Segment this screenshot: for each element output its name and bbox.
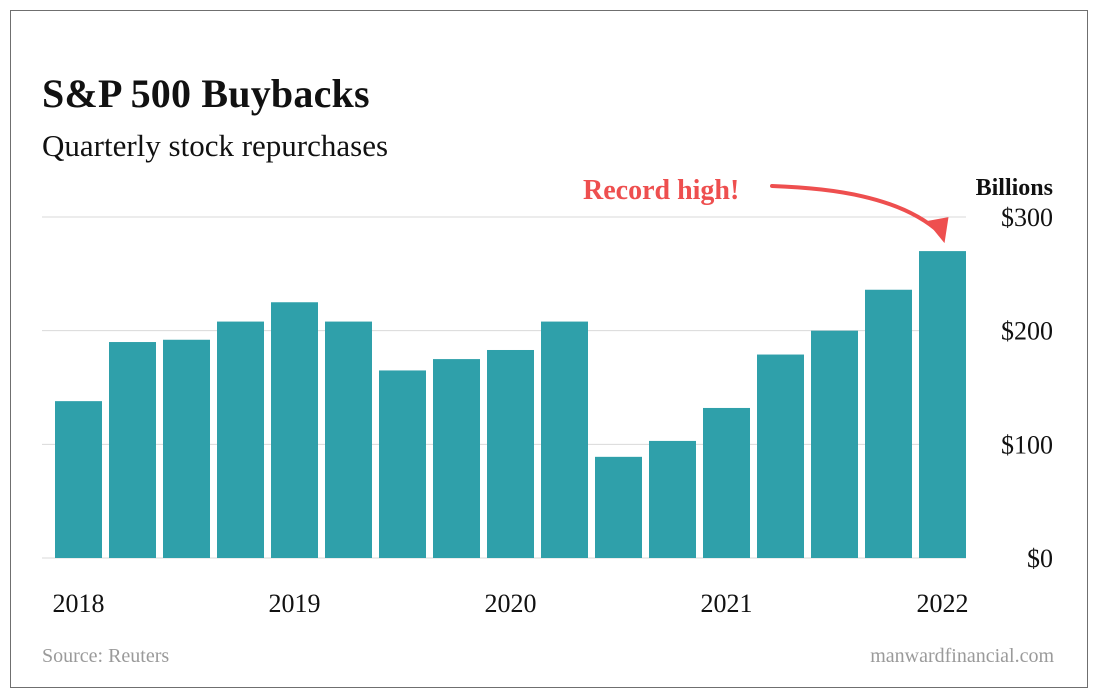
bar bbox=[379, 370, 426, 558]
bar bbox=[109, 342, 156, 558]
bar bbox=[865, 289, 912, 558]
chart-subtitle: Quarterly stock repurchases bbox=[42, 128, 389, 163]
x-tick-label: 2021 bbox=[701, 589, 753, 618]
bar bbox=[487, 349, 534, 558]
bar bbox=[649, 440, 696, 558]
annotation-arrow-line bbox=[770, 184, 943, 236]
x-tick-label: 2019 bbox=[269, 589, 321, 618]
bar bbox=[811, 330, 858, 558]
bar bbox=[55, 401, 102, 558]
y-tick-label: $200 bbox=[1001, 317, 1053, 346]
x-tick-label: 2022 bbox=[917, 589, 969, 618]
source-note: Source: Reuters bbox=[42, 645, 170, 667]
y-tick-label: $100 bbox=[1001, 430, 1053, 459]
bar bbox=[919, 251, 966, 558]
bar bbox=[271, 302, 318, 558]
brand-credit: manwardfinancial.com bbox=[870, 645, 1054, 667]
y-tick-label: $0 bbox=[1027, 544, 1053, 573]
chart-title: S&P 500 Buybacks bbox=[42, 71, 370, 116]
bar bbox=[433, 359, 480, 558]
bar bbox=[703, 407, 750, 558]
x-tick-label: 2018 bbox=[53, 589, 105, 618]
y-tick-label: $300 bbox=[1001, 203, 1053, 232]
bar bbox=[325, 321, 372, 558]
y-axis-unit-label: Billions bbox=[976, 175, 1053, 201]
bar bbox=[541, 321, 588, 558]
bar bbox=[757, 354, 804, 558]
x-tick-label: 2020 bbox=[485, 589, 537, 618]
bar bbox=[217, 321, 264, 558]
bar bbox=[163, 339, 210, 558]
annotation-text: Record high! bbox=[583, 175, 739, 206]
bar bbox=[595, 456, 642, 558]
annotation-arrowhead-icon bbox=[926, 217, 949, 244]
